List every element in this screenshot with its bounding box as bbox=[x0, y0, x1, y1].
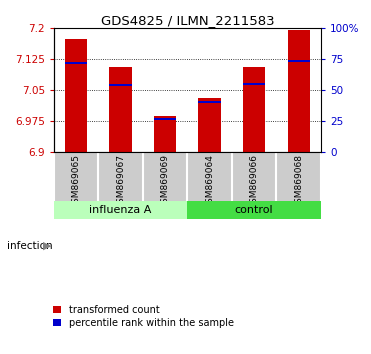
FancyBboxPatch shape bbox=[154, 118, 176, 120]
Text: GSM869065: GSM869065 bbox=[72, 154, 81, 210]
FancyBboxPatch shape bbox=[109, 84, 132, 86]
FancyBboxPatch shape bbox=[198, 101, 221, 103]
Bar bbox=[109, 67, 132, 152]
Text: infection: infection bbox=[7, 241, 53, 251]
Legend: transformed count, percentile rank within the sample: transformed count, percentile rank withi… bbox=[53, 305, 234, 328]
Bar bbox=[65, 39, 87, 152]
FancyBboxPatch shape bbox=[65, 62, 87, 64]
Text: GSM869069: GSM869069 bbox=[161, 154, 170, 210]
Bar bbox=[198, 98, 221, 152]
Text: influenza A: influenza A bbox=[89, 205, 152, 216]
Text: GSM869064: GSM869064 bbox=[205, 154, 214, 209]
Text: control: control bbox=[235, 205, 273, 216]
Title: GDS4825 / ILMN_2211583: GDS4825 / ILMN_2211583 bbox=[101, 14, 274, 27]
Text: ▶: ▶ bbox=[43, 241, 51, 251]
Bar bbox=[154, 116, 176, 152]
Text: GSM869066: GSM869066 bbox=[250, 154, 259, 210]
Bar bbox=[54, 201, 187, 219]
Bar bbox=[243, 67, 265, 152]
Bar bbox=[187, 201, 321, 219]
Bar bbox=[288, 30, 310, 152]
FancyBboxPatch shape bbox=[288, 60, 310, 62]
Text: GSM869068: GSM869068 bbox=[294, 154, 303, 210]
FancyBboxPatch shape bbox=[243, 83, 265, 85]
Text: GSM869067: GSM869067 bbox=[116, 154, 125, 210]
